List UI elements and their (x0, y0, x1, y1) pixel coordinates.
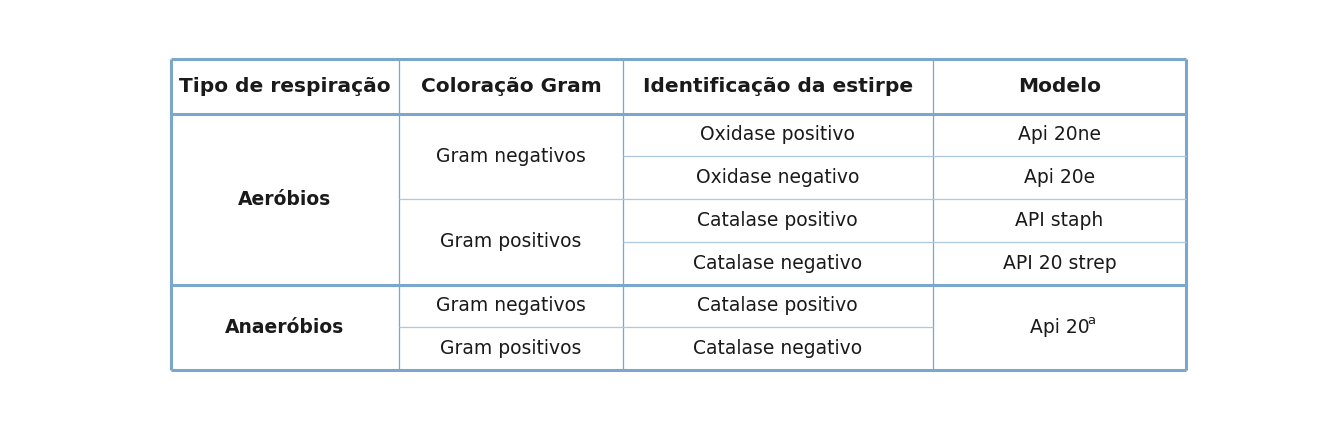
Text: Catalase positivo: Catalase positivo (698, 211, 858, 230)
Text: Catalase negativo: Catalase negativo (692, 339, 862, 358)
Text: Catalase negativo: Catalase negativo (692, 254, 862, 273)
Text: API staph: API staph (1016, 211, 1104, 230)
Text: Gram negativos: Gram negativos (436, 297, 587, 315)
Text: Anaeróbios: Anaeróbios (225, 318, 344, 337)
Text: API 20 strep: API 20 strep (1002, 254, 1116, 273)
Text: Modelo: Modelo (1018, 77, 1102, 96)
Text: Api 20ne: Api 20ne (1018, 125, 1102, 145)
Text: Gram positivos: Gram positivos (441, 339, 581, 358)
Text: Coloração Gram: Coloração Gram (421, 77, 601, 96)
Text: Catalase positivo: Catalase positivo (698, 297, 858, 315)
Text: Oxidase negativo: Oxidase negativo (696, 168, 859, 187)
Text: Api 20: Api 20 (1030, 318, 1090, 337)
Text: Identificação da estirpe: Identificação da estirpe (642, 77, 912, 96)
Text: Gram positivos: Gram positivos (441, 232, 581, 251)
Text: a: a (1087, 314, 1095, 327)
Text: Api 20e: Api 20e (1023, 168, 1095, 187)
Text: Oxidase positivo: Oxidase positivo (700, 125, 855, 145)
Text: Aeróbios: Aeróbios (238, 190, 331, 209)
Text: Tipo de respiração: Tipo de respiração (179, 77, 391, 96)
Text: Gram negativos: Gram negativos (436, 147, 587, 166)
